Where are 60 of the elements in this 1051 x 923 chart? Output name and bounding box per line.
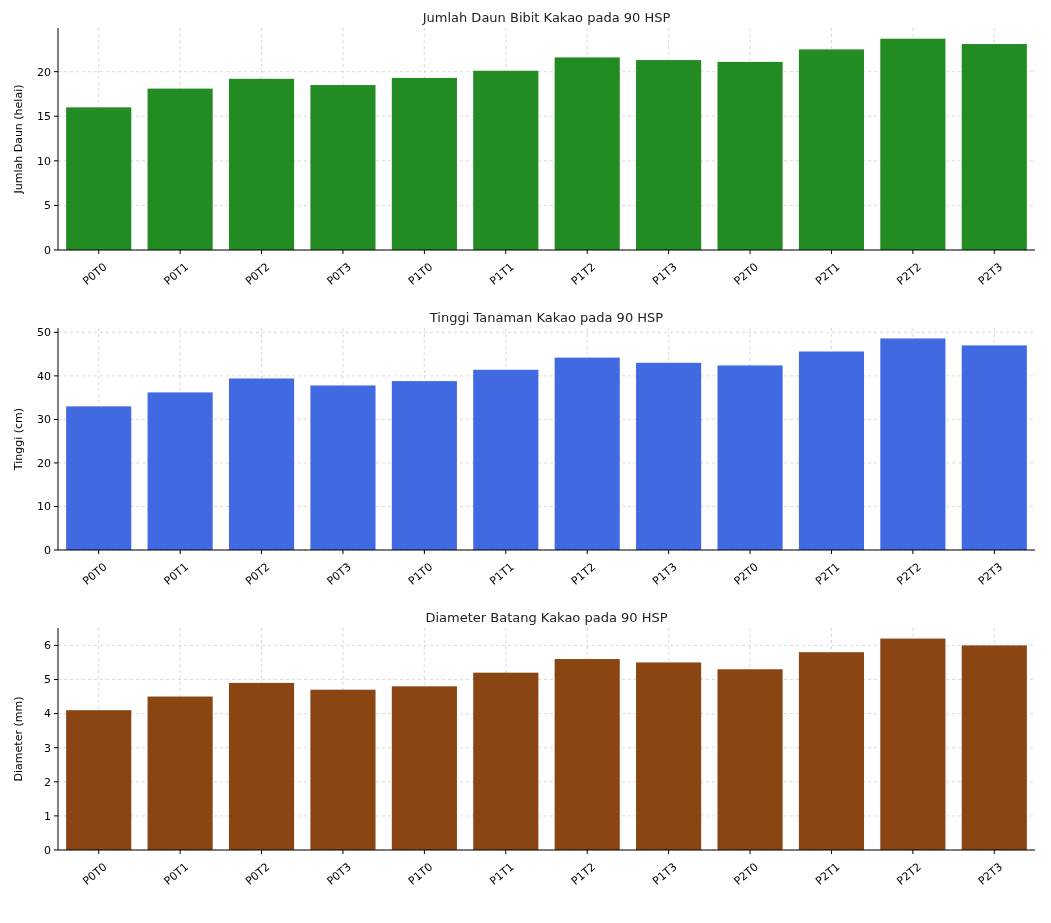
bar (798, 351, 865, 550)
bar (798, 652, 865, 850)
bar (554, 659, 620, 850)
y-tick-label: 30 (37, 413, 51, 427)
y-tick-label: 20 (37, 65, 51, 79)
y-tick-label: 1 (44, 809, 51, 823)
bar (391, 381, 457, 550)
bar (961, 44, 1027, 250)
y-tick-label: 6 (44, 639, 51, 653)
bar (147, 88, 213, 250)
bar (66, 406, 132, 550)
bar (310, 385, 376, 550)
bar (717, 365, 783, 550)
bar (147, 696, 213, 850)
y-tick-label: 3 (44, 741, 51, 755)
y-tick-label: 15 (37, 110, 51, 124)
bar (636, 60, 702, 250)
bar (961, 345, 1027, 550)
bar (880, 38, 946, 250)
bar (717, 61, 783, 250)
bar (554, 357, 620, 550)
bar (554, 57, 620, 250)
bar (228, 78, 295, 250)
chart-title: Diameter Batang Kakao pada 90 HSP (425, 610, 668, 625)
bar (310, 689, 376, 850)
bar (228, 378, 295, 550)
bar (961, 645, 1027, 850)
y-tick-label: 10 (37, 154, 51, 168)
bar (391, 686, 457, 850)
y-tick-label: 10 (37, 500, 51, 514)
bar (147, 392, 213, 550)
y-tick-label: 2 (44, 775, 51, 789)
y-axis-title: Tinggi (cm) (12, 407, 25, 472)
y-tick-label: 50 (37, 326, 51, 340)
bar (880, 638, 946, 850)
bar (310, 85, 376, 250)
bar (636, 362, 702, 550)
bar (717, 669, 783, 850)
bar (66, 710, 132, 850)
chart-title: Jumlah Daun Bibit Kakao pada 90 HSP (421, 10, 671, 25)
y-tick-label: 5 (44, 199, 51, 213)
bar (880, 338, 946, 550)
y-tick-label: 20 (37, 456, 51, 470)
bar (798, 49, 865, 250)
y-tick-label: 40 (37, 369, 51, 383)
chart-title: Tinggi Tanaman Kakao pada 90 HSP (428, 310, 664, 325)
bar (228, 682, 295, 850)
y-tick-label: 5 (44, 673, 51, 687)
y-axis-title: Jumlah Daun (helai) (12, 84, 25, 195)
y-tick-label: 0 (44, 843, 51, 857)
bar (473, 672, 539, 850)
y-tick-label: 4 (44, 707, 51, 721)
y-axis-title: Diameter (mm) (12, 696, 25, 782)
bar (473, 70, 539, 250)
bar (636, 662, 702, 850)
bar (66, 107, 132, 250)
bar (391, 77, 457, 250)
y-tick-label: 0 (44, 543, 51, 557)
bar (473, 369, 539, 550)
y-tick-label: 0 (44, 243, 51, 257)
